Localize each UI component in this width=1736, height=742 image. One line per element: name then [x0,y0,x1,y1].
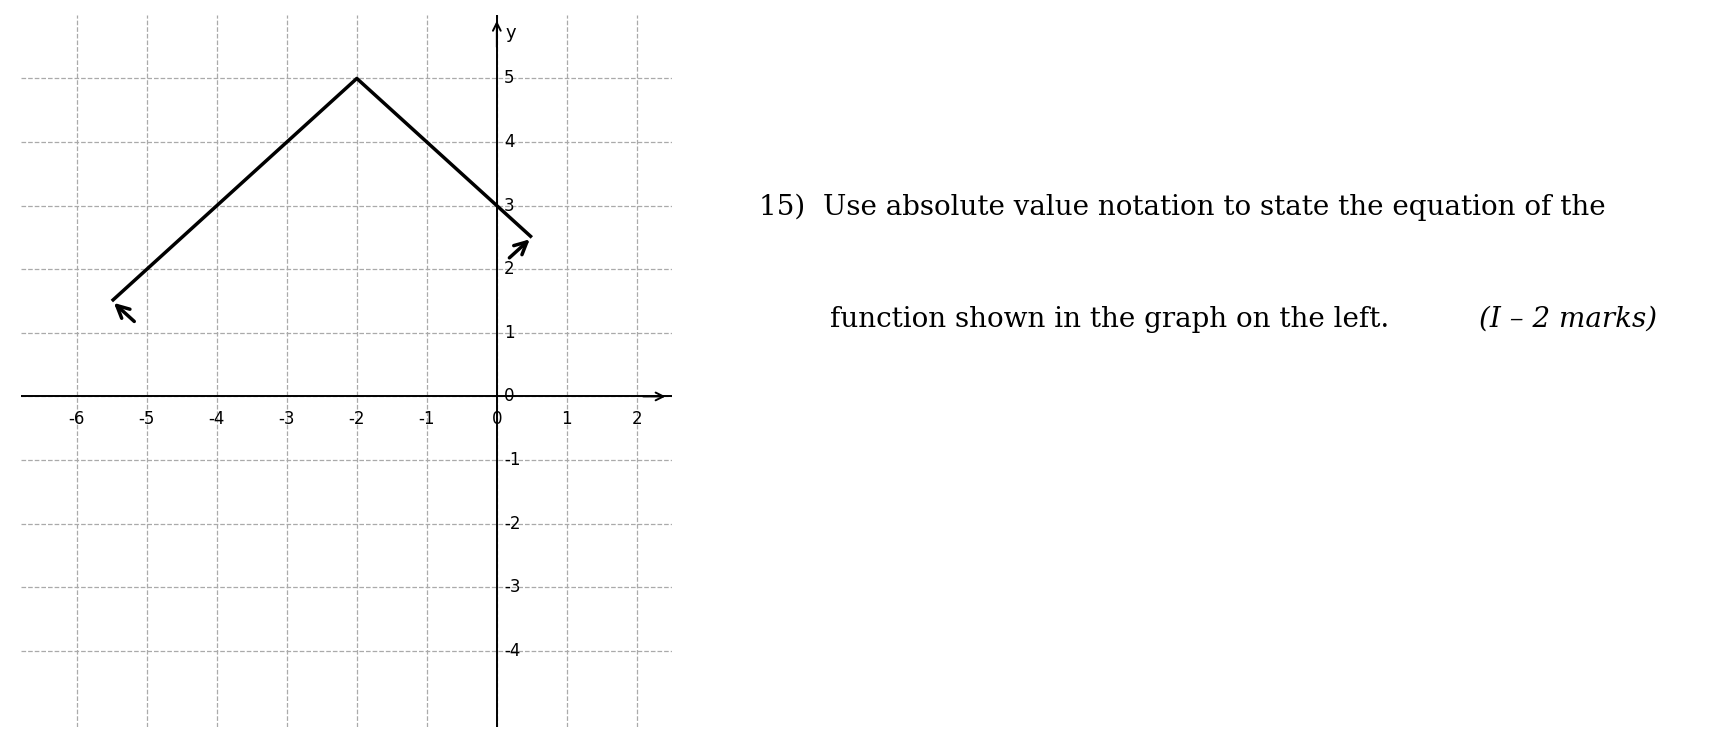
Text: -4: -4 [208,410,226,428]
Text: 15)  Use absolute value notation to state the equation of the: 15) Use absolute value notation to state… [759,194,1606,221]
Text: (I – 2 marks): (I – 2 marks) [1479,306,1658,332]
Text: -3: -3 [503,578,521,597]
Text: function shown in the graph on the left.: function shown in the graph on the left. [830,306,1425,332]
Text: 1: 1 [503,324,514,342]
Text: -3: -3 [278,410,295,428]
Text: 3: 3 [503,197,514,214]
Text: 2: 2 [503,260,514,278]
Text: 0: 0 [491,410,502,428]
Text: 0: 0 [503,387,514,405]
Text: -6: -6 [69,410,85,428]
Text: -1: -1 [418,410,436,428]
Text: 2: 2 [632,410,642,428]
Text: -5: -5 [139,410,155,428]
Text: 5: 5 [503,70,514,88]
Text: -1: -1 [503,451,521,469]
Text: -2: -2 [349,410,365,428]
Text: 1: 1 [561,410,573,428]
Text: 4: 4 [503,133,514,151]
Text: -4: -4 [503,642,521,660]
Text: -2: -2 [503,515,521,533]
Text: y: y [505,24,516,42]
